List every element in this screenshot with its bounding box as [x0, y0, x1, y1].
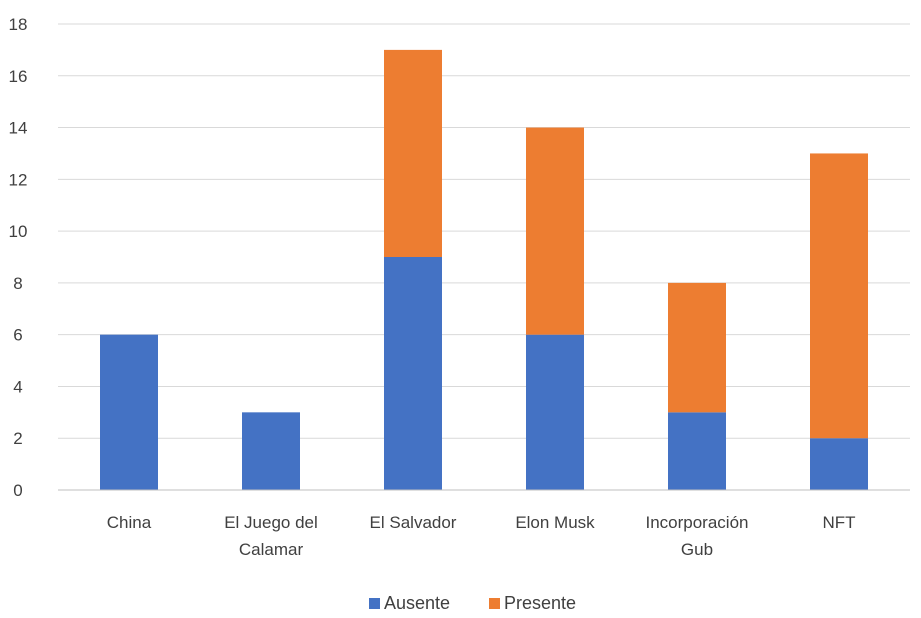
x-tick-label: China — [107, 513, 152, 532]
legend-label-presente: Presente — [504, 593, 576, 613]
legend: Ausente Presente — [369, 593, 576, 613]
y-tick-labels: 0 2 4 6 8 10 12 14 16 18 — [9, 15, 28, 500]
bar-ausente-0 — [100, 335, 158, 490]
x-tick-label: NFT — [822, 513, 855, 532]
x-tick-label: El Juego del — [224, 513, 318, 532]
x-tick-label: El Salvador — [370, 513, 457, 532]
x-tick-label: Elon Musk — [515, 513, 595, 532]
bar-presente-5 — [810, 153, 868, 438]
y-tick-label: 8 — [13, 274, 22, 293]
y-tick-label: 18 — [9, 15, 28, 34]
y-tick-label: 4 — [13, 377, 22, 396]
bar-presente-3 — [526, 128, 584, 335]
bar-ausente-4 — [668, 412, 726, 490]
legend-label-ausente: Ausente — [384, 593, 450, 613]
bar-presente-2 — [384, 50, 442, 257]
legend-swatch-ausente — [369, 598, 380, 609]
bar-ausente-3 — [526, 335, 584, 490]
y-tick-label: 16 — [9, 67, 28, 86]
x-tick-labels: China El Juego del Calamar El Salvador Elon … — [107, 513, 856, 559]
bars — [100, 50, 868, 490]
y-tick-label: 0 — [13, 481, 22, 500]
y-tick-label: 12 — [9, 170, 28, 189]
bar-presente-4 — [668, 283, 726, 412]
y-tick-label: 14 — [9, 119, 28, 138]
y-tick-label: 10 — [9, 222, 28, 241]
bar-ausente-2 — [384, 257, 442, 490]
x-tick-label: Calamar — [239, 540, 304, 559]
bar-ausente-5 — [810, 438, 868, 490]
y-tick-label: 6 — [13, 326, 22, 345]
gridlines — [58, 24, 910, 438]
x-tick-label: Incorporación — [645, 513, 748, 532]
bar-ausente-1 — [242, 412, 300, 490]
y-tick-label: 2 — [13, 429, 22, 448]
x-tick-label: Gub — [681, 540, 713, 559]
legend-swatch-presente — [489, 598, 500, 609]
